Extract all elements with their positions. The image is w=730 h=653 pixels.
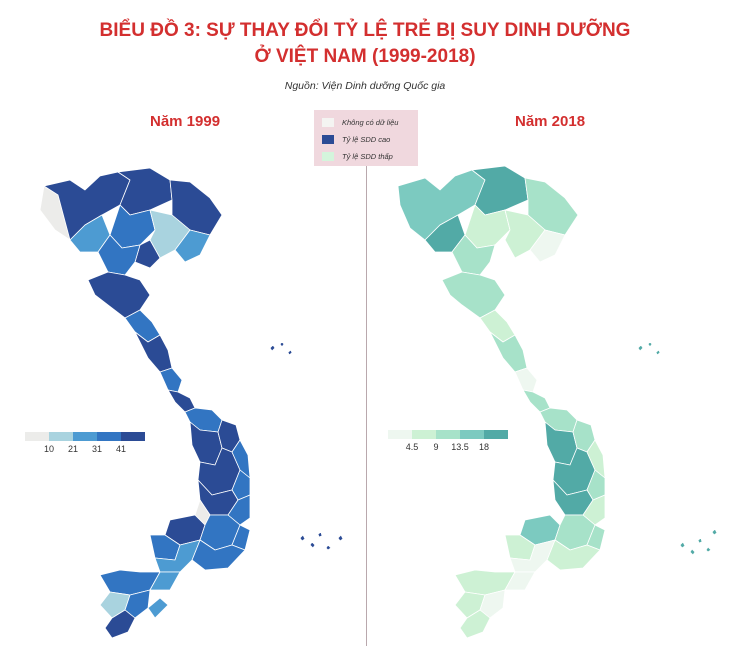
chart-title-line-2: Ở VIỆT NAM (1999-2018) bbox=[254, 46, 476, 67]
scale-cell-1999-4 bbox=[121, 432, 145, 441]
region-2018-quang-tri bbox=[514, 367, 538, 393]
region-1999-quang-tri bbox=[159, 367, 183, 393]
region-1999-nghe-an bbox=[87, 271, 151, 319]
source-note: Nguồn: Viện Dinh dưỡng Quốc gia bbox=[284, 80, 446, 92]
region-2018-nghe-an bbox=[441, 271, 506, 319]
region-2018-binh-dinh bbox=[586, 439, 606, 479]
region-2018-quang-binh bbox=[489, 331, 528, 373]
islands-1999-paracel bbox=[269, 341, 293, 356]
scale-cell-1999-3 bbox=[97, 432, 121, 441]
legend-item-no-data: Không có dữ liệu bbox=[314, 114, 418, 131]
legend-item-low: Tỷ lệ SDD thấp bbox=[314, 148, 418, 165]
region-1999-north-central bbox=[117, 167, 173, 216]
region-1999-mekong-d bbox=[124, 589, 151, 619]
region-1999-mekong-b bbox=[149, 571, 181, 591]
legend-item-high: Tỷ lệ SDD cao bbox=[314, 131, 418, 148]
region-1999-con-dao bbox=[147, 597, 169, 619]
region-1999-mekong-e bbox=[104, 609, 136, 639]
region-2018-mekong-d bbox=[479, 589, 506, 619]
scale-tick-1999-2: 31 bbox=[91, 444, 103, 454]
map-2018 bbox=[397, 165, 718, 639]
islands-1999-spratly bbox=[299, 531, 344, 551]
scale-cell-2018-4 bbox=[484, 430, 508, 439]
region-1999-delta-b bbox=[149, 209, 191, 259]
legend-swatch-no-data bbox=[322, 118, 334, 127]
color-scale-1999 bbox=[25, 432, 145, 441]
region-1999-delta-c bbox=[174, 229, 211, 263]
region-1999-mekong-a bbox=[99, 569, 161, 596]
legend-swatch-low bbox=[322, 152, 334, 161]
islands-2018-spratly bbox=[679, 528, 718, 556]
scale-cell-2018-3 bbox=[460, 430, 484, 439]
scale-tick-1999-3: 41 bbox=[115, 444, 127, 454]
scale-cell-2018-2 bbox=[436, 430, 460, 439]
region-1999-quang-binh bbox=[134, 331, 173, 373]
region-1999-binh-dinh bbox=[231, 439, 251, 479]
legend: Không có dữ liệu Tỷ lệ SDD cao Tỷ lệ SDD… bbox=[314, 110, 418, 166]
scale-cell-1999-0 bbox=[25, 432, 49, 441]
scale-cell-1999-2 bbox=[73, 432, 97, 441]
scale-tick-2018-0: 4.5 bbox=[405, 442, 419, 452]
legend-swatch-high bbox=[322, 135, 334, 144]
scale-tick-1999-1: 21 bbox=[67, 444, 79, 454]
color-scale-2018 bbox=[388, 430, 508, 439]
chart-title-line-1: BIỂU ĐỒ 3: SỰ THAY ĐỔI TỶ LỆ TRẺ BỊ SUY … bbox=[99, 20, 631, 41]
region-2018-khanh-hoa bbox=[582, 494, 606, 526]
islands-2018-paracel bbox=[637, 341, 661, 356]
region-2018-binh-thuan bbox=[546, 539, 601, 571]
scale-cell-2018-0 bbox=[388, 430, 412, 439]
region-1999-binh-thuan bbox=[191, 539, 246, 571]
legend-label-high: Tỷ lệ SDD cao bbox=[342, 135, 391, 144]
scale-cell-2018-1 bbox=[412, 430, 436, 439]
region-2018-hue bbox=[522, 389, 551, 413]
year-label-2018: Năm 2018 bbox=[515, 113, 586, 130]
region-2018-delta-b bbox=[504, 209, 546, 259]
region-1999-ha-tinh bbox=[124, 309, 161, 343]
scale-tick-2018-1: 9 bbox=[433, 442, 439, 452]
year-label-1999: Năm 1999 bbox=[150, 113, 221, 130]
scale-tick-2018-3: 18 bbox=[478, 442, 490, 452]
scale-cell-1999-1 bbox=[49, 432, 73, 441]
region-2018-delta-c bbox=[529, 229, 566, 263]
region-2018-north-central bbox=[471, 165, 529, 216]
region-2018-mekong-e bbox=[459, 609, 491, 639]
map-1999 bbox=[39, 167, 344, 639]
region-2018-mekong-a bbox=[454, 569, 516, 596]
scale-tick-1999-0: 10 bbox=[43, 444, 55, 454]
region-1999-hue bbox=[167, 389, 196, 413]
legend-label-low: Tỷ lệ SDD thấp bbox=[342, 152, 393, 161]
center-divider bbox=[366, 166, 367, 646]
region-1999-khanh-hoa bbox=[227, 494, 251, 526]
scale-tick-2018-2: 13.5 bbox=[451, 442, 469, 452]
region-1999-no-data bbox=[39, 185, 71, 241]
legend-label-no-data: Không có dữ liệu bbox=[342, 118, 399, 127]
region-2018-mekong-b bbox=[504, 571, 536, 591]
region-2018-ha-tinh bbox=[479, 309, 516, 343]
